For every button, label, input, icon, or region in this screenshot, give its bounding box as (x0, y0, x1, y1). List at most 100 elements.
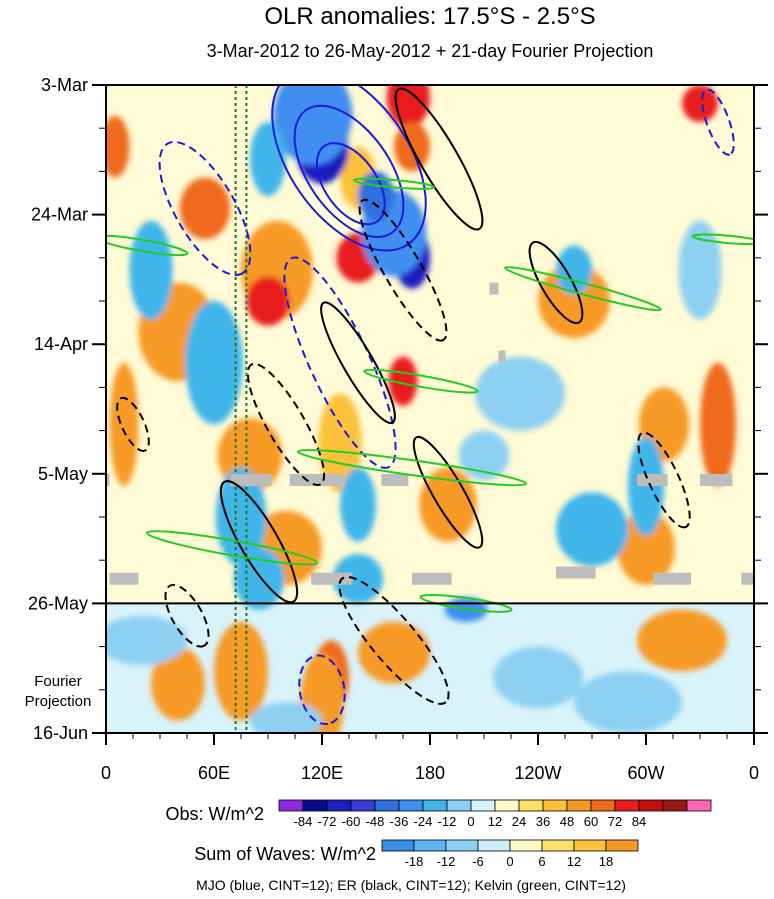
anomaly-blob (273, 85, 353, 166)
colorbar-box (509, 839, 543, 852)
colorbar-tick-label: -60 (342, 814, 361, 829)
colorbar-box (446, 799, 472, 812)
reference-lines (234, 85, 248, 733)
missing-segment (556, 566, 596, 579)
colorbar-tick-label: -12 (438, 814, 457, 829)
mjo-contour (315, 142, 386, 226)
colorbar-box (374, 799, 400, 812)
colorbar-box (302, 799, 328, 812)
colorbar-box (590, 799, 616, 812)
colorbar-box (686, 799, 712, 812)
anomaly-blob (233, 547, 285, 610)
x-tick-label: 120E (301, 763, 343, 783)
anomaly-blob (129, 220, 173, 320)
colorbar-tick-label: -48 (366, 814, 385, 829)
anomaly-blob (475, 356, 565, 431)
anomaly-blob (388, 356, 418, 406)
x-tick-label: 120W (514, 763, 561, 783)
anomaly-blob (318, 393, 362, 493)
colorbar-box (470, 799, 496, 812)
er-contour (116, 396, 150, 452)
colorbar-tick-label: 0 (467, 814, 474, 829)
kelvin-contour (106, 234, 189, 257)
kelvin-contour (296, 448, 528, 487)
x-tick-label: 60W (627, 763, 664, 783)
colorbar-box (381, 839, 415, 852)
er-contour (637, 431, 691, 529)
x-tick-label: 180 (415, 763, 445, 783)
missing-segment (489, 282, 499, 295)
wave-contours (106, 85, 754, 726)
anomaly-blob (151, 646, 205, 721)
colorbar-box (477, 839, 511, 852)
colorbar-tick-label: 60 (584, 814, 598, 829)
missing-data-segments (106, 282, 754, 585)
colorbar-tick-label: 48 (560, 814, 574, 829)
anomaly-blob (106, 615, 187, 666)
colorbar-tick-label: 18 (599, 854, 613, 869)
colorbar-box (445, 839, 479, 852)
kelvin-contour (352, 177, 436, 190)
colorbar-tick-label: -12 (437, 854, 456, 869)
footnote: MJO (blue, CINT=12); ER (black, CINT=12)… (196, 877, 626, 893)
anomaly-blob (246, 276, 290, 326)
colorbar-tick-label: 24 (512, 814, 526, 829)
x-axis: 0 60E 120E 180 120W 60W 0 (101, 733, 759, 783)
colorbar-box (518, 799, 544, 812)
plot-area (106, 85, 754, 733)
missing-segment (700, 473, 733, 486)
colorbar-box (566, 799, 592, 812)
kelvin-contour (145, 530, 319, 566)
colorbar-box (638, 799, 664, 812)
anomaly-blob (386, 85, 430, 129)
colorbar-tick-label: -84 (294, 814, 313, 829)
colorbar-tick-label: 84 (632, 814, 646, 829)
colorbar-box (542, 799, 568, 812)
projection-label: Fourier Projection (25, 673, 92, 710)
anomaly-blob (493, 646, 583, 709)
missing-segment (412, 572, 452, 585)
anomaly-blob (700, 362, 736, 487)
anomaly-blob (332, 554, 384, 604)
anomaly-blob (185, 301, 243, 425)
obs-colorbar: -84 -72 -60 -48 -36 -24 -12 0 12 24 36 48 60 72 84 (278, 799, 712, 829)
mjo-contour (158, 140, 252, 276)
er-contour (338, 576, 450, 705)
obs-colorbar-label: Obs: W/m^2 (166, 804, 264, 824)
colorbar-tick-label: -24 (414, 814, 433, 829)
y-tick-label: 3-Mar (41, 75, 88, 95)
chart-title: OLR anomalies: 17.5°S - 2.5°S (264, 3, 595, 30)
projection-label-line: Fourier (34, 673, 82, 690)
colorbar-box (350, 799, 376, 812)
anomaly-blob (458, 430, 510, 480)
chart-subtitle: 3-Mar-2012 to 26-May-2012 + 21-day Fouri… (207, 41, 654, 61)
colorbar-tick-label: 12 (567, 854, 581, 869)
missing-segment (106, 473, 110, 486)
waves-colorbar: -18 -12 -6 0 6 12 18 (381, 839, 639, 869)
anomaly-blob (678, 220, 722, 320)
er-contour (164, 583, 210, 648)
colorbar-tick-label: 6 (538, 854, 545, 869)
y-tick-label: 16-Jun (33, 723, 88, 743)
colorbar-tick-label: -6 (472, 854, 484, 869)
missing-segment (109, 572, 139, 585)
colorbar-box (398, 799, 424, 812)
anomaly-blob (637, 609, 727, 672)
colorbar-tick-label: 72 (608, 814, 622, 829)
anomaly-blob (250, 122, 286, 197)
anomaly-blob (340, 467, 376, 542)
mjo-contour (701, 88, 735, 156)
anomaly-blob (215, 467, 267, 567)
colorbar-box (326, 799, 352, 812)
anomaly-blob (617, 510, 675, 585)
colorbar-box (494, 799, 520, 812)
missing-segment (311, 572, 353, 585)
x-tick-label: 0 (101, 763, 111, 783)
colorbar-tick-label: -18 (405, 854, 424, 869)
y-axis: 3-Mar 24-Mar 14-Apr 5-May 26-May 16-Jun (28, 75, 768, 743)
colorbar-box (541, 839, 575, 852)
x-tick-label: 0 (749, 763, 759, 783)
colorbar-box (662, 799, 688, 812)
y-tick-label: 24-Mar (31, 205, 88, 225)
